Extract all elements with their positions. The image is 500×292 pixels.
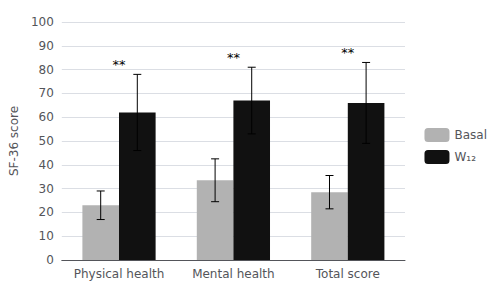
svg-text:70: 70 bbox=[39, 86, 54, 100]
svg-text:80: 80 bbox=[39, 63, 54, 77]
svg-text:W₁₂: W₁₂ bbox=[454, 150, 476, 164]
svg-text:**: ** bbox=[341, 45, 355, 60]
svg-text:Total score: Total score bbox=[315, 267, 380, 281]
svg-text:SF-36 score: SF-36 score bbox=[7, 106, 21, 176]
svg-text:**: ** bbox=[227, 50, 241, 65]
svg-text:**: ** bbox=[113, 57, 127, 72]
svg-text:Mental health: Mental health bbox=[192, 267, 275, 281]
svg-text:60: 60 bbox=[39, 110, 54, 124]
svg-text:90: 90 bbox=[39, 39, 54, 53]
svg-text:40: 40 bbox=[39, 158, 54, 172]
svg-text:Physical health: Physical health bbox=[74, 267, 165, 281]
svg-text:Basal: Basal bbox=[454, 128, 487, 142]
svg-text:0: 0 bbox=[46, 253, 54, 267]
svg-text:100: 100 bbox=[31, 15, 54, 29]
svg-text:10: 10 bbox=[39, 229, 54, 243]
svg-text:50: 50 bbox=[39, 134, 54, 148]
svg-text:30: 30 bbox=[39, 182, 54, 196]
svg-text:20: 20 bbox=[39, 205, 54, 219]
